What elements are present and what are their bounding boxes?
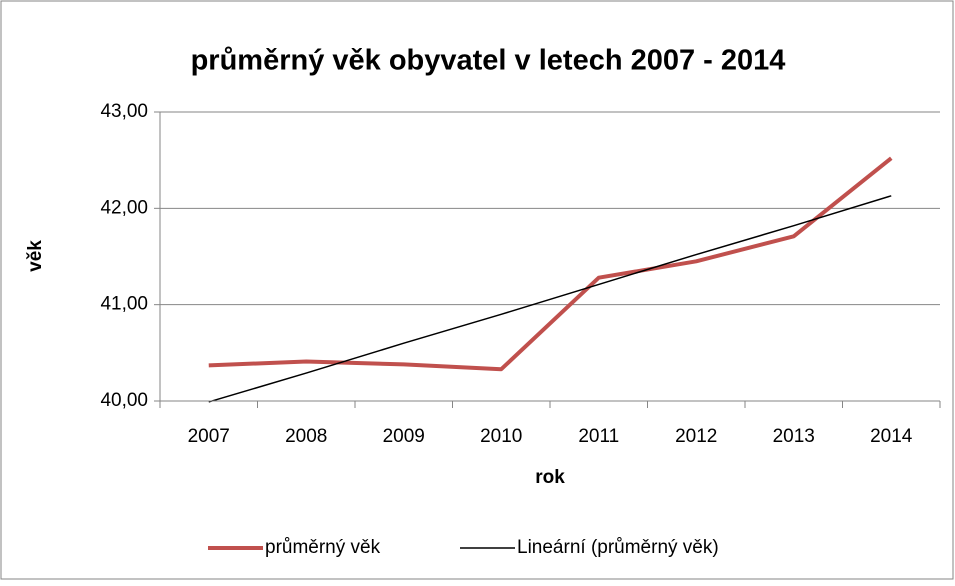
chart-title: průměrný věk obyvatel v letech 2007 - 20…: [191, 45, 786, 77]
trend-line: [208, 195, 892, 403]
y-tick-label: 42,00: [100, 197, 148, 218]
x-tick-label: 2014: [870, 426, 913, 447]
y-axis-title: věk: [25, 240, 46, 272]
x-tick-label: 2010: [480, 426, 522, 447]
x-tick-label: 2007: [188, 426, 230, 447]
x-tick-label: 2008: [285, 426, 327, 447]
x-tick-label: 2012: [675, 426, 717, 447]
x-tick-label: 2011: [578, 426, 619, 447]
legend-label: Lineární (průměrný věk): [517, 537, 719, 558]
y-tick-label: 43,00: [100, 101, 148, 122]
x-axis-title: rok: [535, 467, 565, 488]
x-tick-label: 2013: [773, 426, 815, 447]
x-tick-label: 2009: [383, 426, 425, 447]
legend-label: průměrný věk: [265, 537, 381, 558]
y-tick-label: 41,00: [100, 294, 148, 315]
data-line: [208, 156, 893, 372]
y-tick-label: 40,00: [100, 390, 148, 411]
